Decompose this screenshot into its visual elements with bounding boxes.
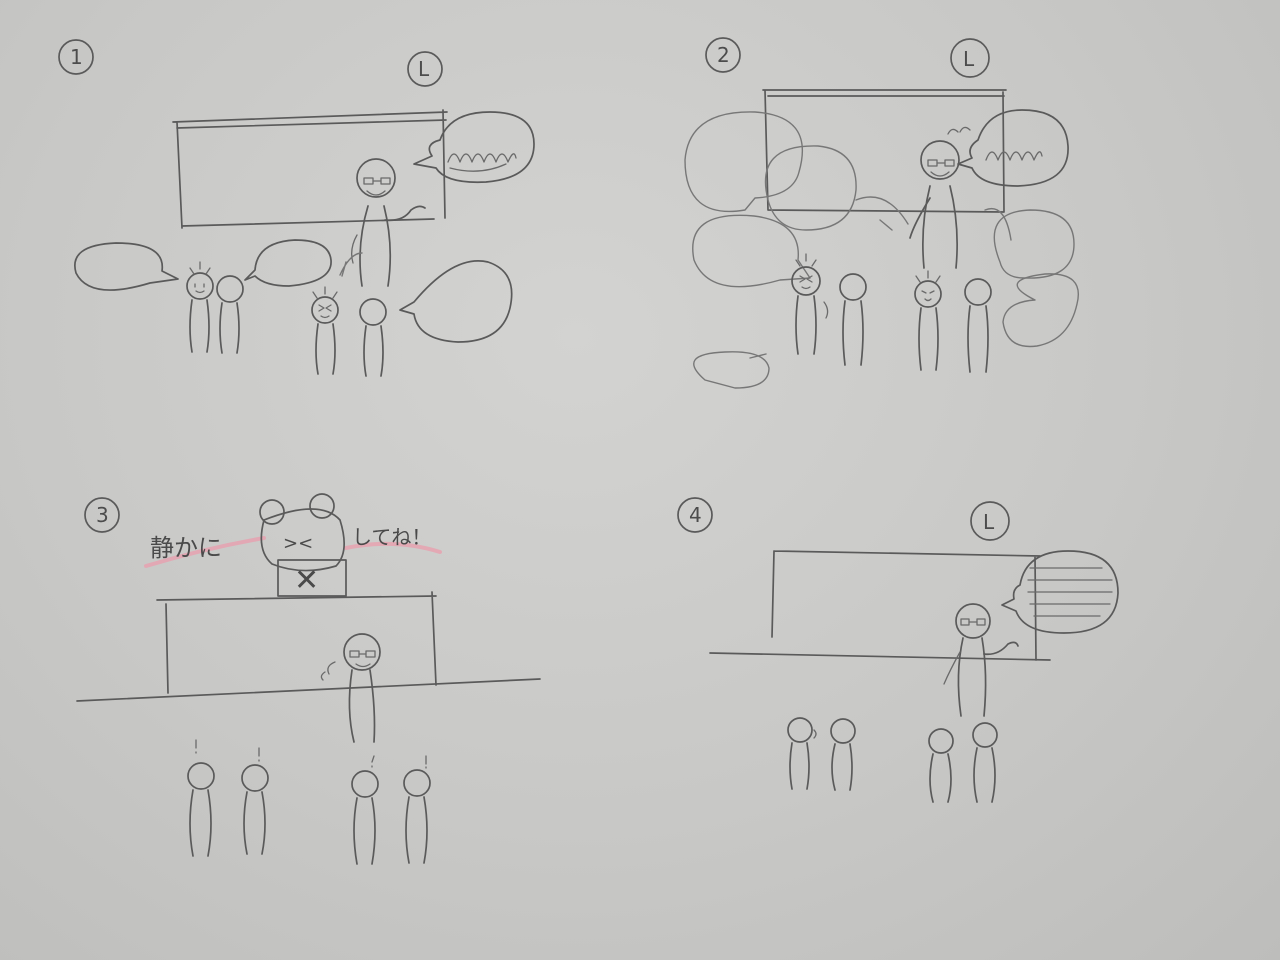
speech-bubble-empty [74,242,179,291]
svg-text:1: 1 [70,45,83,69]
panel-number-3: 3 [84,497,120,533]
blackboard [762,89,1007,213]
floor-line [709,652,1051,661]
speech-bubble-empty [244,239,332,287]
teacher-figure [351,158,426,287]
chatter-bubbles [684,111,1079,389]
speech-bubble-scribble [957,109,1069,187]
blackboard [172,109,448,229]
panel-number-1: 1 [58,39,94,75]
teacher-figure [943,603,1019,717]
svg-text:4: 4 [689,503,702,527]
svg-text:3: 3 [96,503,109,527]
highlight-stroke [144,536,266,568]
teacher-figure [320,633,381,743]
student-group-left [186,261,244,354]
caption-quiet: 静かに [150,534,222,562]
speech-bubble-scribble [413,111,535,184]
student-group-right [311,286,387,377]
student-group-right [914,270,992,373]
panel-number-2: 2 [705,37,741,73]
panel-1: 1 L [58,39,535,377]
svg-text:L: L [418,57,430,81]
speech-bubble-empty [399,260,513,343]
panel-2: 2 L [684,37,1079,389]
clock-icon: L [950,38,990,78]
cross-mark: ✕ [294,563,319,598]
svg-text:L: L [963,47,975,71]
clock-icon: L [970,501,1010,541]
blackboard [156,591,437,694]
svg-text:><: >< [283,533,313,554]
blackboard [771,550,1041,661]
floor-line [76,678,541,702]
teacher-figure [909,126,971,269]
highlight-stroke [344,541,442,554]
caption-please: してね！ [352,525,431,549]
clock-icon: L [407,51,443,87]
speech-bubble-lines [1001,550,1119,634]
svg-text:2: 2 [717,43,730,67]
svg-text:L: L [983,510,995,534]
bear-mascot: >< ✕ [259,493,347,598]
panel-number-4: 4 [677,497,713,533]
panel-3: 3 静かに してね！ >< ✕ [76,493,541,865]
students-attentive [187,739,431,865]
students-listening [787,717,998,803]
panel-4: 4 L [677,497,1119,803]
student-group-left [791,253,867,366]
